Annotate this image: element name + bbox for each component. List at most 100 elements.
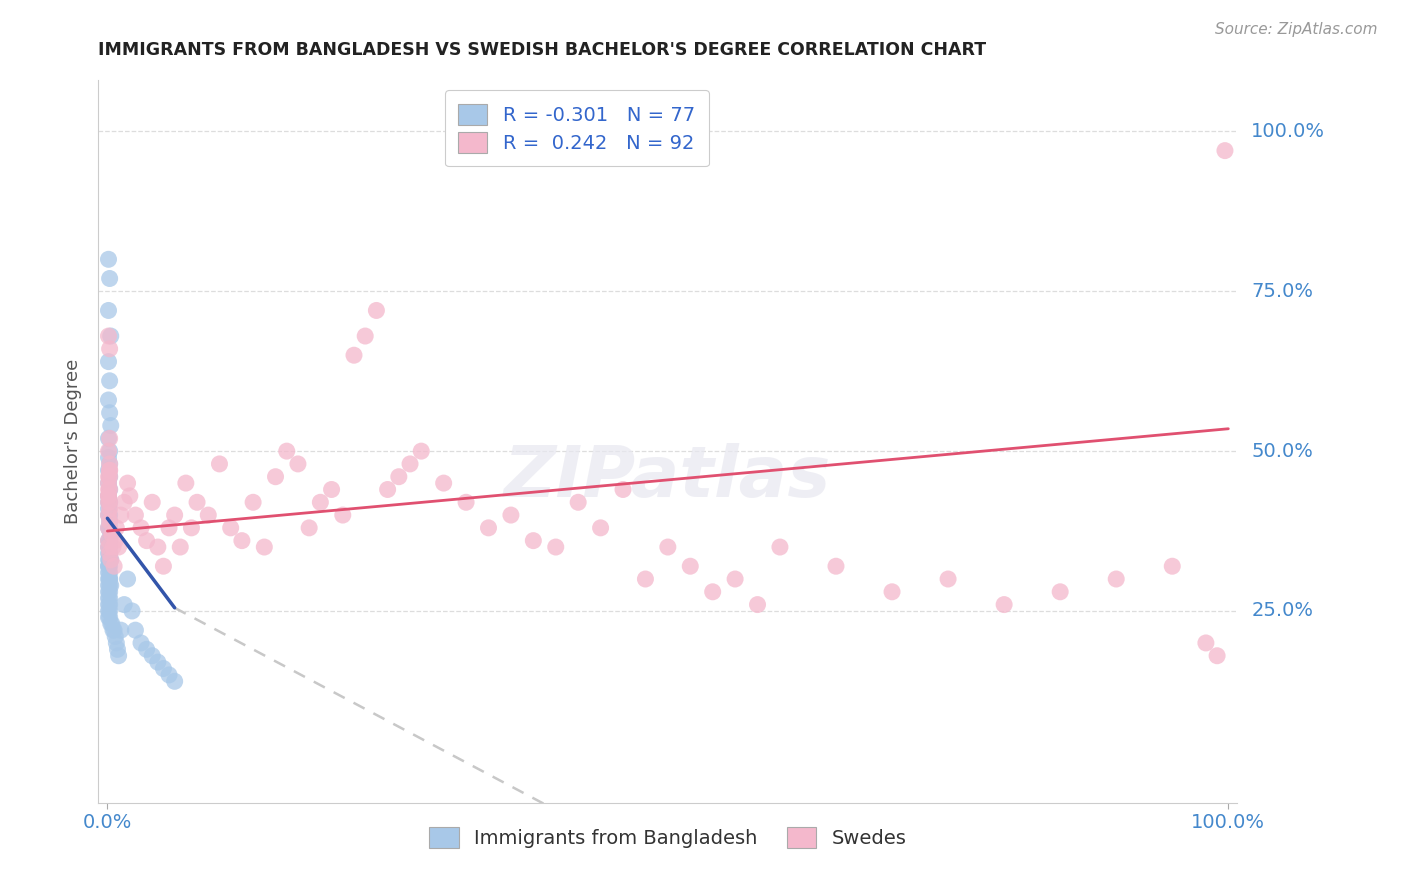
Point — [97, 483, 120, 497]
Point — [1206, 648, 1229, 663]
Point — [97, 476, 120, 491]
Point — [163, 674, 186, 689]
Point — [100, 616, 122, 631]
Point — [97, 559, 120, 574]
Point — [287, 457, 309, 471]
Point — [98, 495, 121, 509]
Point — [98, 546, 121, 560]
Point — [152, 559, 174, 574]
Point — [117, 476, 139, 491]
Legend: Immigrants from Bangladesh, Swedes: Immigrants from Bangladesh, Swedes — [420, 817, 915, 858]
Point — [1105, 572, 1128, 586]
Point — [98, 559, 121, 574]
Point — [98, 546, 121, 560]
Text: 50.0%: 50.0% — [1251, 442, 1313, 460]
Point — [499, 508, 522, 522]
Point — [97, 303, 120, 318]
Point — [388, 469, 411, 483]
Point — [98, 572, 121, 586]
Point — [231, 533, 253, 548]
Point — [98, 483, 121, 497]
Point — [186, 495, 208, 509]
Point — [100, 329, 122, 343]
Point — [97, 489, 120, 503]
Point — [98, 271, 121, 285]
Point — [135, 642, 157, 657]
Point — [219, 521, 242, 535]
Point — [825, 559, 848, 574]
Point — [105, 636, 128, 650]
Point — [197, 508, 219, 522]
Point — [724, 572, 747, 586]
Text: IMMIGRANTS FROM BANGLADESH VS SWEDISH BACHELOR'S DEGREE CORRELATION CHART: IMMIGRANTS FROM BANGLADESH VS SWEDISH BA… — [98, 41, 987, 59]
Point — [747, 598, 769, 612]
Point — [98, 515, 121, 529]
Point — [97, 501, 120, 516]
Point — [98, 463, 121, 477]
Point — [97, 540, 120, 554]
Point — [98, 508, 121, 522]
Point — [105, 521, 128, 535]
Point — [104, 630, 127, 644]
Point — [702, 584, 724, 599]
Point — [97, 444, 120, 458]
Point — [354, 329, 377, 343]
Point — [298, 521, 321, 535]
Point — [97, 489, 120, 503]
Point — [97, 546, 120, 560]
Point — [612, 483, 634, 497]
Point — [454, 495, 477, 509]
Point — [97, 252, 120, 267]
Point — [98, 584, 121, 599]
Point — [97, 533, 120, 548]
Text: 25.0%: 25.0% — [1251, 601, 1313, 621]
Text: ZIPatlas: ZIPatlas — [505, 443, 831, 512]
Point — [97, 610, 120, 624]
Point — [98, 598, 121, 612]
Point — [253, 540, 276, 554]
Text: 100.0%: 100.0% — [1251, 122, 1326, 141]
Point — [98, 457, 121, 471]
Point — [97, 392, 120, 407]
Point — [97, 604, 120, 618]
Point — [411, 444, 433, 458]
Point — [1049, 584, 1071, 599]
Point — [769, 540, 792, 554]
Point — [100, 527, 122, 541]
Point — [936, 572, 959, 586]
Point — [208, 457, 231, 471]
Point — [135, 533, 157, 548]
Point — [97, 572, 120, 586]
Point — [399, 457, 422, 471]
Point — [100, 418, 122, 433]
Point — [98, 578, 121, 592]
Point — [117, 572, 139, 586]
Point — [97, 508, 120, 522]
Point — [101, 527, 124, 541]
Point — [544, 540, 567, 554]
Point — [97, 354, 120, 368]
Point — [309, 495, 332, 509]
Point — [107, 642, 129, 657]
Point — [97, 463, 120, 477]
Point — [141, 495, 163, 509]
Point — [98, 604, 121, 618]
Point — [103, 623, 125, 637]
Point — [477, 521, 499, 535]
Point — [98, 572, 121, 586]
Point — [124, 623, 146, 637]
Point — [174, 476, 197, 491]
Point — [98, 533, 121, 548]
Point — [657, 540, 679, 554]
Point — [98, 553, 121, 567]
Point — [97, 495, 120, 509]
Point — [124, 508, 146, 522]
Point — [118, 489, 141, 503]
Point — [97, 584, 120, 599]
Point — [98, 469, 121, 483]
Point — [321, 483, 343, 497]
Point — [97, 450, 120, 465]
Point — [157, 668, 180, 682]
Point — [276, 444, 298, 458]
Point — [98, 515, 121, 529]
